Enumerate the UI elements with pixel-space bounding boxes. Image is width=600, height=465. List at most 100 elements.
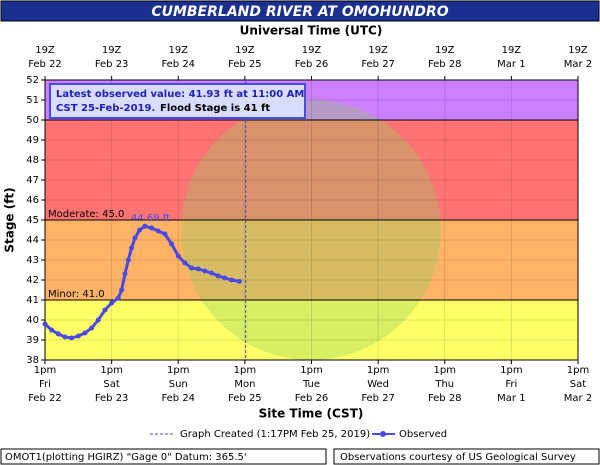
- x2-tick-label: 19Z: [502, 45, 522, 56]
- x2-tick-date: Feb 26: [295, 59, 329, 70]
- x-tick-label: 1pm: [167, 365, 189, 376]
- y-tick-label: 50: [26, 115, 39, 126]
- x2-tick-label: 19Z: [368, 45, 388, 56]
- x-tick-date: Feb 26: [295, 393, 329, 404]
- data-point: [62, 334, 68, 340]
- data-point: [109, 300, 115, 306]
- data-point: [55, 331, 61, 337]
- y-tick-label: 47: [26, 175, 39, 186]
- data-point: [115, 295, 121, 301]
- x-tick-label: 1pm: [300, 365, 322, 376]
- x2-tick-date: Mar 2: [564, 59, 592, 70]
- data-point: [195, 266, 201, 272]
- data-point: [229, 277, 235, 283]
- y-tick-label: 46: [26, 195, 39, 206]
- x2-tick-date: Feb 24: [161, 59, 195, 70]
- x-tick-weekday: Fri: [505, 379, 517, 390]
- data-point: [162, 231, 168, 237]
- footer-left: OMOT1(plotting HGIRZ) "Gage 0" Datum: 36…: [5, 452, 247, 463]
- data-point: [189, 265, 195, 271]
- x-tick-weekday: Wed: [367, 379, 389, 390]
- x-tick-weekday: Mon: [234, 379, 255, 390]
- data-point: [95, 317, 101, 323]
- data-point: [49, 327, 55, 333]
- y-tick-label: 41: [26, 295, 39, 306]
- info-observed: Latest observed value: 41.93 ft at 11:00…: [56, 89, 304, 100]
- data-point: [175, 253, 181, 259]
- data-point: [169, 241, 175, 247]
- data-point: [182, 260, 188, 266]
- x-tick-date: Feb 27: [361, 393, 395, 404]
- data-point: [69, 335, 75, 341]
- y-tick-label: 40: [26, 315, 39, 326]
- title-bar: [0, 0, 600, 22]
- data-point: [129, 245, 135, 251]
- y-tick-label: 49: [26, 135, 39, 146]
- y-axis-label: Stage (ft): [3, 187, 17, 252]
- footer-box: [0, 448, 327, 465]
- x-tick-date: Feb 24: [161, 393, 195, 404]
- plot-frame: [44, 79, 579, 361]
- footer-right: Observations courtesy of US Geological S…: [340, 452, 576, 463]
- y-tick-label: 45: [26, 215, 39, 226]
- flood-band: [45, 300, 578, 360]
- data-point: [89, 325, 95, 331]
- data-point: [122, 271, 128, 277]
- x-tick-weekday: Tue: [302, 379, 320, 390]
- peak-label: 44.69 ft: [131, 213, 170, 224]
- x2-tick-label: 19Z: [235, 45, 255, 56]
- chart-title: CUMBERLAND RIVER AT OMOHUNDRO: [151, 4, 448, 20]
- x-tick-weekday: Fri: [39, 379, 51, 390]
- data-point: [222, 275, 228, 281]
- top-axis-label: Universal Time (UTC): [240, 24, 383, 38]
- data-point: [236, 278, 242, 284]
- x-tick-weekday: Sat: [570, 379, 586, 390]
- y-tick-label: 43: [26, 255, 39, 266]
- y-tick-label: 38: [26, 355, 39, 366]
- x2-tick-date: Feb 22: [28, 59, 62, 70]
- x-tick-label: 1pm: [367, 365, 389, 376]
- x2-tick-label: 19Z: [302, 45, 322, 56]
- legend-created: Graph Created (1:17PM Feb 25, 2019): [180, 429, 370, 440]
- data-point: [42, 321, 48, 327]
- legend-label: Observed: [399, 429, 447, 440]
- x-tick-label: 1pm: [100, 365, 122, 376]
- x2-tick-label: 19Z: [35, 45, 55, 56]
- y-tick-label: 52: [26, 75, 39, 86]
- x-tick-date: Feb 25: [228, 393, 262, 404]
- y-tick-label: 39: [26, 335, 39, 346]
- x-tick-weekday: Thu: [434, 379, 454, 390]
- legend-sample-marker: [380, 431, 386, 437]
- x-tick-date: Mar 2: [564, 393, 592, 404]
- info-date: CST 25-Feb-2019.: [56, 103, 155, 114]
- data-point: [137, 227, 143, 233]
- data-point: [82, 330, 88, 336]
- x-tick-label: 1pm: [500, 365, 522, 376]
- footer-box: [333, 448, 600, 465]
- x2-tick-date: Feb 28: [428, 59, 462, 70]
- x-tick-label: 1pm: [434, 365, 456, 376]
- x2-tick-label: 19Z: [168, 45, 188, 56]
- x-tick-weekday: Sun: [169, 379, 188, 390]
- x2-tick-date: Feb 25: [228, 59, 262, 70]
- x-tick-weekday: Sat: [103, 379, 119, 390]
- data-point: [202, 268, 208, 274]
- data-point: [102, 307, 108, 313]
- flood-band: [45, 220, 578, 300]
- x-tick-date: Mar 1: [497, 393, 525, 404]
- data-point: [155, 228, 161, 234]
- data-point: [132, 235, 138, 241]
- info-box: [49, 83, 306, 119]
- data-point: [149, 225, 155, 231]
- x2-tick-date: Feb 23: [95, 59, 129, 70]
- y-tick-label: 44: [26, 235, 39, 246]
- x2-tick-label: 19Z: [568, 45, 588, 56]
- x2-tick-date: Feb 27: [361, 59, 395, 70]
- y-tick-label: 51: [26, 95, 39, 106]
- x-tick-label: 1pm: [567, 365, 589, 376]
- data-point: [209, 270, 215, 276]
- x2-tick-date: Mar 1: [497, 59, 525, 70]
- x-tick-label: 1pm: [234, 365, 256, 376]
- x2-tick-label: 19Z: [435, 45, 455, 56]
